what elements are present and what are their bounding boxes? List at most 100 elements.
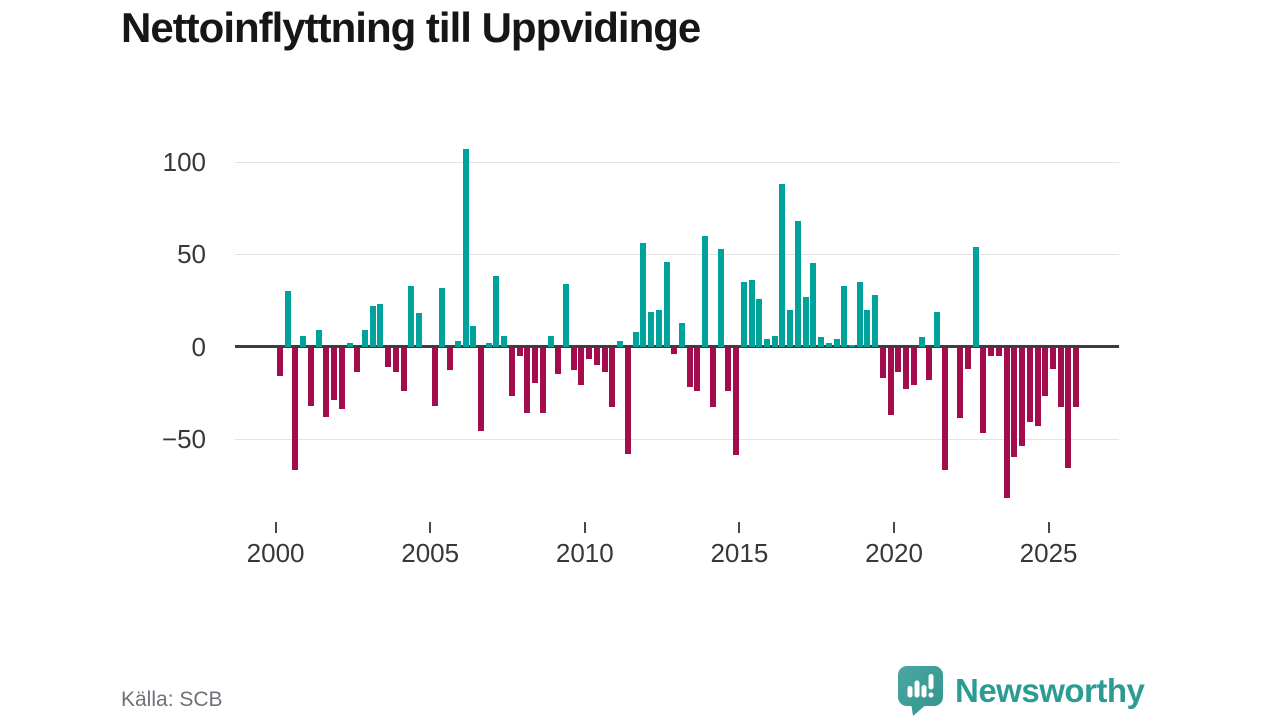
bar-2007q1 xyxy=(493,276,500,347)
bar-2003q3 xyxy=(385,348,392,367)
exclamation-stem xyxy=(928,674,934,690)
bar-2011q3 xyxy=(632,331,639,347)
bar-2015q1 xyxy=(740,281,747,347)
bar-2025q3 xyxy=(1065,348,1072,469)
bar-2010q4 xyxy=(609,348,616,408)
bar-2006q4 xyxy=(485,343,492,347)
bar-2011q4 xyxy=(640,243,647,347)
bar-2022q2 xyxy=(964,348,971,369)
bar-2014q4 xyxy=(733,348,740,456)
bar-2001q1 xyxy=(307,348,314,406)
bar-2025q2 xyxy=(1057,348,1064,408)
bar-glyph-medium xyxy=(921,685,927,698)
bar-2019q3 xyxy=(879,348,886,378)
bar-2006q1 xyxy=(462,148,469,347)
chart-title: Nettoinflyttning till Uppvidinge xyxy=(121,4,701,51)
bar-2023q2 xyxy=(995,348,1002,356)
bar-2003q2 xyxy=(377,304,384,347)
newsworthy-logo-text: Newsworthy xyxy=(955,672,1145,709)
bar-2020q2 xyxy=(903,348,910,389)
bar-2014q1 xyxy=(709,348,716,408)
bar-2003q1 xyxy=(369,306,376,347)
x-axis-tick-label-2025: 2025 xyxy=(1019,538,1078,568)
bar-2001q3 xyxy=(323,348,330,417)
bar-2002q2 xyxy=(346,343,353,347)
bar-2002q3 xyxy=(354,348,361,373)
x-axis-tick-mark-2025 xyxy=(1047,522,1050,533)
bar-2017q2 xyxy=(810,263,817,347)
bar-2019q2 xyxy=(872,294,879,347)
x-axis-tick-mark-2005 xyxy=(429,522,432,533)
bar-2010q2 xyxy=(593,348,600,365)
gridline-y100 xyxy=(235,161,1119,163)
bar-2020q3 xyxy=(910,348,917,386)
x-axis-tick-mark-2020 xyxy=(893,522,895,533)
bar-2009q4 xyxy=(578,348,585,386)
bar-2008q3 xyxy=(539,348,546,413)
bar-2012q3 xyxy=(663,261,670,347)
bar-2017q3 xyxy=(818,337,825,347)
bar-2014q2 xyxy=(717,248,724,347)
bar-2025q1 xyxy=(1050,348,1056,369)
bar-2017q1 xyxy=(802,296,809,347)
newsworthy-logo: Newsworthy xyxy=(897,665,1145,717)
bar-2006q3 xyxy=(477,348,484,432)
bar-glyph-tall xyxy=(914,680,920,698)
bar-2023q3 xyxy=(1003,348,1010,499)
bar-2005q3 xyxy=(447,348,454,371)
bar-glyph-short xyxy=(907,686,913,698)
bar-2016q1 xyxy=(771,335,778,347)
bar-2018q4 xyxy=(856,281,863,347)
bar-2001q2 xyxy=(315,330,322,347)
bar-2008q4 xyxy=(547,335,554,347)
bar-2024q3 xyxy=(1034,348,1041,426)
bar-2023q4 xyxy=(1011,348,1018,458)
bar-2020q4 xyxy=(918,337,925,347)
bar-2013q1 xyxy=(678,322,685,347)
bar-2021q3 xyxy=(941,348,948,471)
bar-2010q3 xyxy=(601,348,608,373)
bar-2005q2 xyxy=(439,287,446,347)
bar-2009q1 xyxy=(555,348,562,375)
bar-2000q4 xyxy=(300,335,307,347)
bar-2009q2 xyxy=(563,283,569,347)
x-axis-tick-mark-2000 xyxy=(274,522,277,533)
x-axis-tick-mark-2015 xyxy=(738,522,741,533)
x-axis-tick-label-2010: 2010 xyxy=(555,538,614,568)
bar-2007q3 xyxy=(508,348,515,397)
bar-2007q2 xyxy=(501,335,508,347)
bar-2011q1 xyxy=(617,341,624,347)
bar-2014q3 xyxy=(725,348,732,391)
bar-2002q1 xyxy=(338,348,345,410)
bar-2016q3 xyxy=(787,309,794,347)
bar-2006q2 xyxy=(470,326,477,347)
bar-2010q1 xyxy=(586,348,593,360)
bar-2004q2 xyxy=(408,285,415,347)
bar-2013q2 xyxy=(686,348,693,388)
y-axis-tick-label: −50 xyxy=(161,424,206,455)
bar-2022q1 xyxy=(957,348,964,419)
bar-2001q4 xyxy=(331,348,338,400)
bar-2024q1 xyxy=(1019,348,1026,447)
bar-2012q2 xyxy=(655,309,662,347)
bar-2021q2 xyxy=(934,311,941,347)
x-axis-tick-label-2005: 2005 xyxy=(401,538,460,568)
bar-2000q3 xyxy=(292,348,299,471)
bar-2019q4 xyxy=(887,348,894,415)
x-axis-tick-mark-2010 xyxy=(583,522,586,533)
y-axis-tick-label: 50 xyxy=(177,239,206,270)
bar-2021q1 xyxy=(926,348,933,380)
gridline-y50 xyxy=(235,254,1119,256)
bar-2011q2 xyxy=(624,348,631,454)
bar-2024q4 xyxy=(1042,348,1049,397)
bar-2017q4 xyxy=(825,343,832,347)
x-axis-tick-label-2000: 2000 xyxy=(246,538,305,568)
y-axis-tick-label: 100 xyxy=(162,146,206,177)
bar-2018q2 xyxy=(841,285,848,347)
bar-2005q1 xyxy=(431,348,438,406)
bar-2020q1 xyxy=(895,348,902,373)
bar-2015q3 xyxy=(756,298,763,347)
bar-2007q4 xyxy=(516,348,523,356)
